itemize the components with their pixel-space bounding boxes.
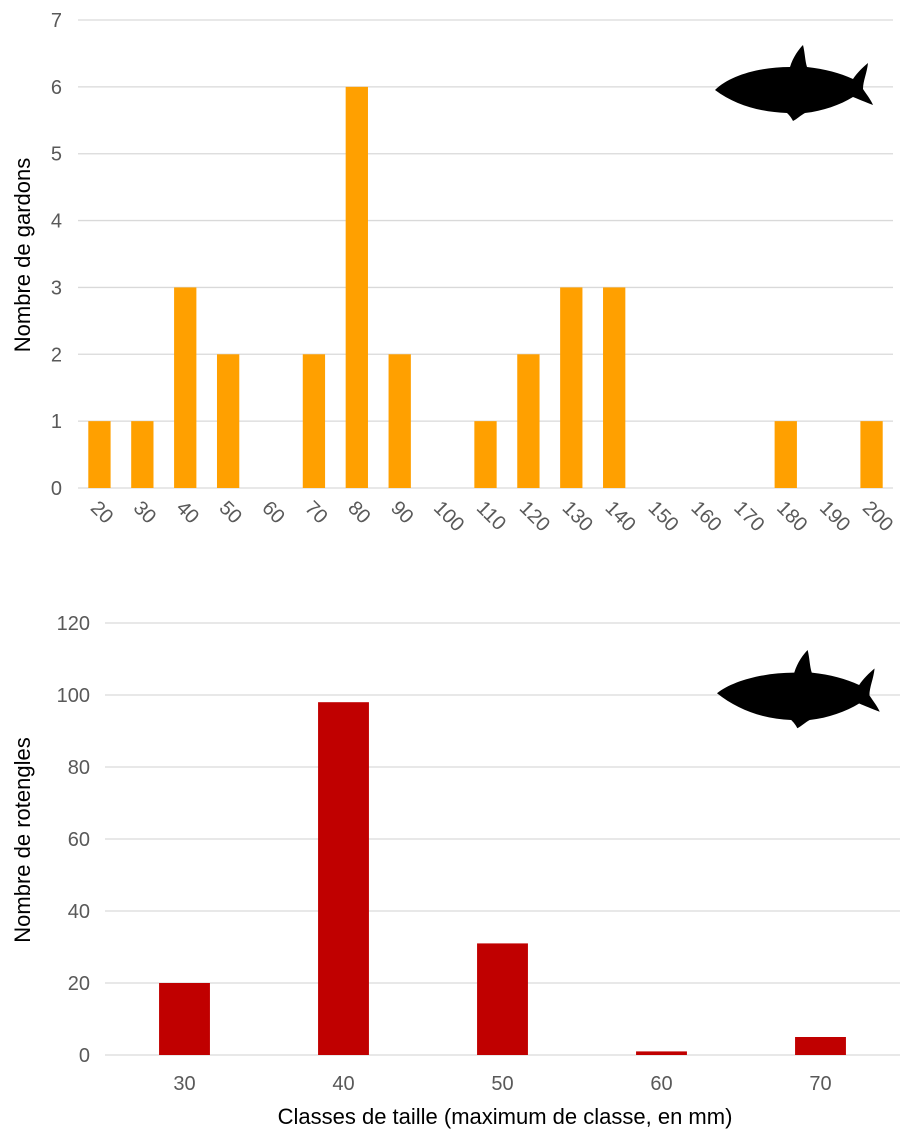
bar [174, 287, 197, 488]
x-tick-label: 120 [515, 497, 554, 536]
x-tick-label: 80 [343, 497, 374, 528]
bar [603, 287, 626, 488]
y-tick-label: 4 [51, 211, 62, 233]
x-tick-label: 100 [429, 497, 468, 536]
x-tick-label: 90 [386, 497, 417, 528]
bar [860, 421, 883, 488]
fish-icon [717, 650, 880, 729]
x-tick-label: 40 [172, 497, 203, 528]
x-tick-labels: 20 30 40 50 60 70 80 90 100 110 120 130 140 150 160 170… [86, 497, 897, 536]
bar [388, 354, 411, 488]
bars [159, 702, 846, 1055]
x-tick-label: 130 [558, 497, 597, 536]
bar [795, 1037, 846, 1055]
x-tick-label: 150 [644, 497, 683, 536]
x-tick-labels: 30 40 50 60 70 [173, 1073, 831, 1095]
y-axis-title: Nombre de gardons [10, 158, 35, 352]
x-tick-label: 70 [809, 1073, 831, 1095]
bar [159, 983, 210, 1055]
bar [560, 287, 583, 488]
bar [131, 421, 154, 488]
x-tick-label: 70 [300, 497, 331, 528]
x-tick-label: 140 [601, 497, 640, 536]
x-tick-label: 50 [215, 497, 246, 528]
y-tick-label: 20 [68, 973, 90, 995]
y-tick-label: 0 [51, 478, 62, 500]
x-tick-label: 110 [472, 497, 510, 535]
fish-icon [715, 45, 873, 121]
x-tick-label: 20 [86, 497, 117, 528]
y-tick-label: 2 [51, 344, 62, 366]
x-tick-label: 60 [650, 1073, 672, 1095]
bar [774, 421, 797, 488]
x-tick-label: 30 [129, 497, 160, 528]
y-tick-label: 3 [51, 277, 62, 299]
x-tick-label: 200 [858, 497, 897, 536]
chart-gardons: 0 1 2 3 4 5 6 7 20 30 40 50 60 70 80 90 100 110 120 130 140… [10, 10, 897, 536]
bar [318, 702, 369, 1055]
bar [474, 421, 497, 488]
grid-lines [78, 19, 893, 489]
bars [88, 86, 883, 488]
bar [345, 86, 368, 488]
y-tick-label: 120 [57, 613, 90, 635]
x-tick-label: 170 [729, 497, 768, 536]
x-tick-label: 60 [257, 497, 288, 528]
y-tick-label: 5 [51, 144, 62, 166]
bar [517, 354, 540, 488]
x-tick-label: 50 [491, 1073, 513, 1095]
x-tick-label: 160 [686, 497, 725, 536]
y-tick-label: 40 [68, 901, 90, 923]
x-tick-label: 190 [815, 497, 854, 536]
y-tick-label: 60 [68, 829, 90, 851]
y-tick-label: 80 [68, 757, 90, 779]
x-tick-label: 180 [772, 497, 811, 536]
bar [302, 354, 326, 488]
y-tick-labels: 0 20 40 60 80 100 120 [57, 613, 90, 1067]
bar [636, 1051, 687, 1055]
y-tick-label: 0 [79, 1045, 90, 1067]
y-tick-label: 100 [57, 685, 90, 707]
bar [477, 943, 528, 1055]
y-tick-label: 7 [51, 10, 62, 32]
y-tick-label: 1 [51, 411, 62, 433]
y-tick-labels: 0 1 2 3 4 5 6 7 [51, 10, 62, 500]
chart-rotengles: 0 20 40 60 80 100 120 30 40 50 60 70 Nombre de rot… [10, 613, 900, 1129]
y-axis-title: Nombre de rotengles [10, 737, 35, 942]
x-axis-title: Classes de taille (maximum de classe, en… [278, 1104, 733, 1129]
bar [216, 354, 240, 488]
y-tick-label: 6 [51, 77, 62, 99]
x-tick-label: 30 [173, 1073, 195, 1095]
x-tick-label: 40 [332, 1073, 354, 1095]
bar [88, 421, 111, 488]
